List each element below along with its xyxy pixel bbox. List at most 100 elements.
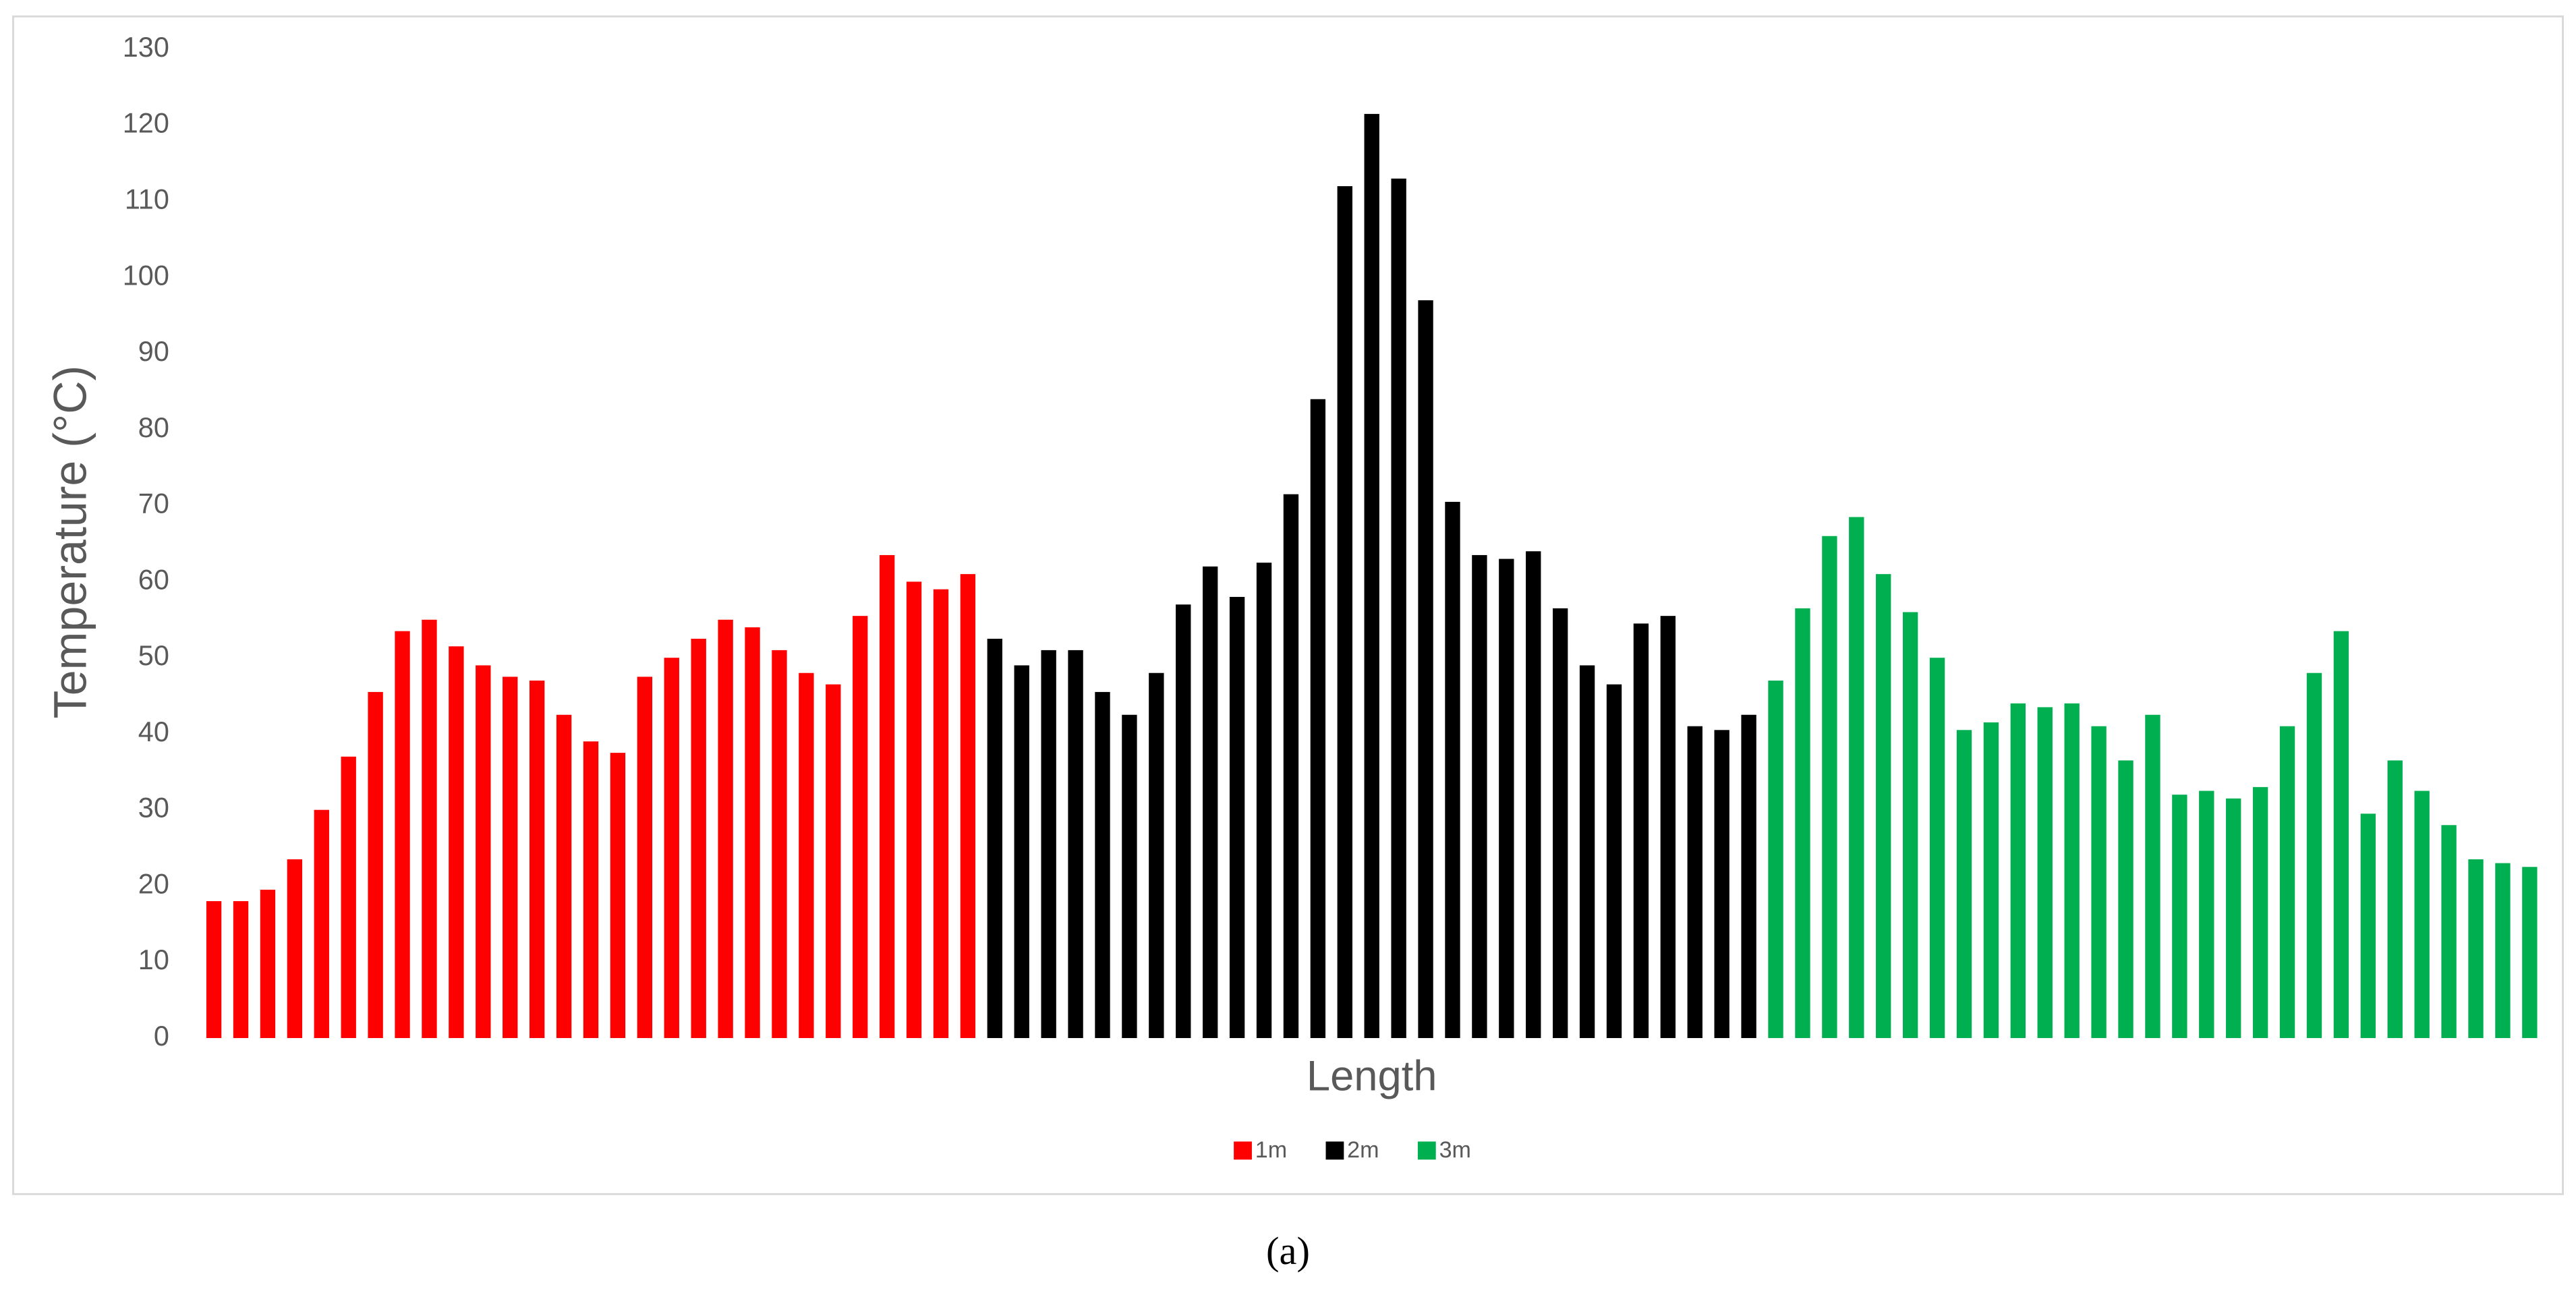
bar (287, 859, 303, 1038)
bar (1714, 730, 1729, 1038)
bar (1418, 300, 1433, 1038)
y-tick-label: 10 (138, 944, 169, 975)
bar (1256, 563, 1272, 1038)
bar (1552, 608, 1568, 1038)
bar (2414, 791, 2430, 1038)
bar (1176, 604, 1191, 1038)
bar (772, 650, 787, 1038)
bar (1337, 186, 1352, 1038)
bar (1095, 691, 1110, 1038)
bar (1445, 502, 1460, 1038)
bar (556, 714, 572, 1038)
bar (2010, 703, 2026, 1038)
bar (2064, 703, 2080, 1038)
bar (906, 581, 922, 1038)
legend-swatch (1325, 1141, 1344, 1160)
bar (1472, 554, 1487, 1038)
x-axis-label: Length (1307, 1053, 1437, 1100)
bar (1822, 536, 1837, 1038)
bar (799, 672, 814, 1038)
bar (826, 684, 841, 1038)
bar (664, 658, 679, 1038)
bar (745, 627, 760, 1038)
bar (1122, 714, 1137, 1038)
y-tick-label: 60 (138, 564, 169, 595)
bar (718, 619, 733, 1038)
bar (2441, 825, 2457, 1038)
bar (1068, 650, 1083, 1038)
y-tick-label: 70 (138, 488, 169, 519)
y-tick-label: 110 (125, 184, 169, 215)
bar (2387, 760, 2403, 1038)
bar (1795, 608, 1810, 1038)
bar (1203, 566, 1218, 1038)
y-tick-label: 100 (123, 260, 169, 291)
bar (1014, 665, 1029, 1038)
bar (637, 677, 653, 1038)
bar (233, 901, 249, 1038)
bar (476, 665, 491, 1038)
bar (1768, 680, 1783, 1038)
bar (1660, 616, 1676, 1038)
bar (1606, 684, 1622, 1038)
legend-swatch (1417, 1141, 1436, 1160)
bar (2037, 707, 2053, 1038)
legend-label: 3m (1439, 1137, 1471, 1163)
bar (1499, 558, 1514, 1038)
bar (1849, 517, 1864, 1038)
bar (1149, 672, 1164, 1038)
caption: (a) (1266, 1229, 1310, 1273)
bar (1283, 494, 1299, 1038)
y-tick-label: 80 (138, 412, 169, 443)
bar (206, 901, 222, 1038)
bar (1876, 574, 1891, 1038)
bar (1741, 714, 1756, 1038)
bar (610, 753, 626, 1038)
bar (583, 741, 599, 1038)
bar (853, 616, 868, 1038)
bar (2199, 791, 2214, 1038)
bar (1956, 730, 1972, 1038)
bar (341, 756, 356, 1038)
y-tick-label: 0 (154, 1021, 169, 1052)
bar (1364, 113, 1379, 1038)
y-tick-label: 130 (123, 32, 169, 63)
bar (2252, 786, 2268, 1038)
bar (503, 677, 518, 1038)
bar (1526, 551, 1541, 1038)
bar (2522, 867, 2538, 1038)
y-tick-label: 50 (138, 640, 169, 671)
bar (933, 589, 949, 1038)
bar (960, 574, 976, 1038)
bar (1310, 399, 1326, 1038)
bar (1041, 650, 1056, 1038)
y-tick-label: 90 (138, 336, 169, 367)
bar (1391, 178, 1406, 1038)
bar (1229, 596, 1245, 1038)
bar (314, 809, 329, 1038)
bar (2145, 714, 2160, 1038)
bar (422, 619, 437, 1038)
bar (879, 554, 895, 1038)
legend-swatch (1234, 1141, 1252, 1160)
bar (2360, 813, 2376, 1038)
legend-label: 1m (1255, 1137, 1287, 1163)
bar (395, 631, 410, 1038)
y-tick-label: 20 (138, 868, 169, 899)
y-axis-label: Temperature (°C) (45, 366, 96, 718)
bar (368, 691, 383, 1038)
bar (2118, 760, 2134, 1038)
bar (691, 638, 706, 1038)
bar (2091, 726, 2107, 1038)
bar (1633, 623, 1649, 1038)
bar (2333, 631, 2349, 1038)
legend-label: 2m (1347, 1137, 1379, 1163)
bar (2468, 859, 2484, 1038)
y-tick-label: 40 (138, 716, 169, 747)
bar (2495, 863, 2511, 1038)
bar (1579, 665, 1595, 1038)
bar (449, 646, 464, 1038)
bar (529, 680, 545, 1038)
bar (1902, 612, 1918, 1038)
